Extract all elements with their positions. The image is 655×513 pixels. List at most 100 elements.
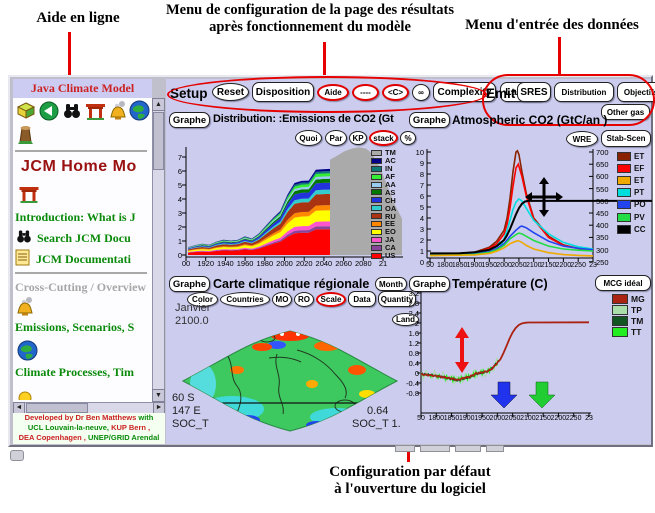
- map-year-label: 2100.0: [175, 315, 209, 327]
- emissions-title: Distribution: :Emissions de CO2 (Gt: [213, 113, 394, 125]
- other-gas-button[interactable]: Other gas: [601, 104, 650, 120]
- taskbar-fragment: [395, 445, 415, 452]
- dashes-button[interactable]: ----: [352, 84, 379, 101]
- co2-title: Atmospheric CO2 (GtC/an ): [452, 113, 608, 127]
- quantity-button[interactable]: Quantity: [378, 291, 416, 307]
- annotation-config-defaut-line2: à l'ouverture du logiciel: [334, 481, 486, 498]
- emissions-chart[interactable]: [168, 144, 410, 270]
- sidebar-item-climate-processes[interactable]: Climate Processes, Tim: [15, 365, 134, 379]
- stab-scen-button[interactable]: Stab-Scen: [601, 130, 651, 147]
- temp-title: Température (C): [452, 277, 548, 291]
- infinity-button[interactable]: ∞: [412, 84, 430, 101]
- emissions-area-TM: [330, 147, 402, 255]
- sidebar-divider-2: [15, 272, 147, 274]
- sidebar-item-search[interactable]: Search JCM Docu: [37, 231, 131, 245]
- graphe-button-co2[interactable]: Graphe: [409, 112, 450, 128]
- aide-button[interactable]: Aide: [317, 84, 349, 101]
- taskbar-fragment: [420, 445, 450, 452]
- sidebar-heading: JCM Home Mo: [21, 158, 137, 175]
- annotation-aide-en-ligne: Aide en ligne: [36, 10, 120, 26]
- mcg-ideal-button[interactable]: MCG idéal: [595, 275, 651, 291]
- complexity-button[interactable]: Complexity: [433, 82, 496, 102]
- sidebar-item-introduction[interactable]: Introduction: What is J: [15, 210, 136, 224]
- binoculars-icon[interactable]: [15, 228, 33, 245]
- tree-icon[interactable]: [16, 124, 35, 146]
- alarm-icon[interactable]: [15, 296, 35, 317]
- co2-chart[interactable]: [410, 144, 655, 272]
- alarm-icon[interactable]: [108, 100, 128, 121]
- blue-down-arrow[interactable]: [490, 381, 518, 409]
- temperature-chart[interactable]: [398, 288, 655, 428]
- color-button[interactable]: Color: [187, 292, 218, 307]
- data-button[interactable]: Data: [348, 291, 376, 307]
- map-latitude-label: 60 S: [172, 392, 195, 404]
- ro-button[interactable]: RO: [294, 292, 314, 307]
- setup-menu-label: Setup: [170, 86, 208, 101]
- map-value-label: 0.64: [367, 405, 389, 417]
- wre-button[interactable]: WRE: [566, 131, 598, 147]
- annotation-menu-entree: Menu d'entrée des données: [465, 17, 639, 33]
- scroll-icon[interactable]: [15, 249, 31, 266]
- home-cube-icon[interactable]: [16, 101, 36, 121]
- red-arrow-config-line: [323, 42, 326, 79]
- countries-button[interactable]: Countries: [220, 292, 270, 307]
- globe-icon[interactable]: [17, 340, 38, 361]
- sres-button[interactable]: SRES: [517, 82, 551, 102]
- co2-series-PO: [429, 225, 594, 256]
- desktop-icon-fragment: [10, 450, 24, 461]
- stack-button[interactable]: stack: [369, 130, 398, 146]
- scroll-up-icon[interactable]: ▲: [152, 98, 165, 111]
- graphe-button-map[interactable]: Graphe: [169, 276, 210, 292]
- percent-button[interactable]: %: [400, 131, 416, 145]
- sidebar-credits: Developed by Dr Ben Matthews with UCL Lou…: [13, 413, 165, 444]
- par-button[interactable]: Par: [325, 130, 347, 146]
- emit-menu-label: Emit: [486, 86, 516, 101]
- globe-icon[interactable]: [129, 100, 150, 121]
- disposition-button[interactable]: Disposition: [252, 82, 314, 102]
- hscroll-thumb[interactable]: [26, 403, 88, 413]
- co2-series-EF: [429, 162, 594, 256]
- scroll-down-icon[interactable]: ▼: [152, 389, 165, 402]
- month-button[interactable]: Month: [375, 277, 407, 291]
- map-title: Carte climatique régionale: [213, 277, 370, 291]
- map-month-label: Janvier: [175, 302, 211, 314]
- temp-legend: MG TP TM TT: [612, 293, 645, 337]
- graphe-button-temp[interactable]: Graphe: [409, 276, 450, 292]
- sun-icon[interactable]: [17, 386, 33, 400]
- binoculars-icon[interactable]: [62, 101, 82, 121]
- graphe-button-emissions[interactable]: Graphe: [169, 112, 210, 128]
- reset-button[interactable]: Reset: [212, 83, 249, 101]
- distribution-button[interactable]: Distribution: [554, 82, 614, 102]
- sidebar-item-documentation[interactable]: JCM Documentati: [36, 252, 131, 266]
- scale-button[interactable]: Scale: [316, 292, 346, 307]
- gate-icon[interactable]: [85, 101, 106, 121]
- vscroll-thumb[interactable]: [153, 112, 164, 170]
- annotation-menu-config: Menu de configuration de la page des rés…: [120, 2, 500, 35]
- taskbar-fragment: [455, 445, 481, 452]
- mo-button[interactable]: MO: [272, 292, 292, 307]
- land-button[interactable]: Land: [392, 313, 419, 326]
- pan-cursor-icon: [525, 192, 532, 202]
- green-down-arrow[interactable]: [528, 381, 556, 409]
- c-button[interactable]: <C>: [382, 84, 409, 101]
- kp-button[interactable]: KP: [349, 131, 367, 145]
- sidebar-item-crosscutting[interactable]: Cross-Cutting / Overview: [15, 280, 147, 294]
- climate-map[interactable]: [177, 324, 403, 438]
- co2-legend: ET EF ET PT PO PV CC: [617, 150, 646, 235]
- annotation-config-defaut-line1: Configuration par défaut: [329, 464, 491, 480]
- emissions-area-CH: [188, 182, 330, 250]
- quoi-button[interactable]: Quoi: [295, 130, 322, 146]
- emissions-area-CA: [188, 226, 330, 253]
- emissions-legend: TM AC IN AF AA AS CH OA RU EE EO JA CA US: [371, 148, 396, 260]
- sidebar-item-emissions[interactable]: Emissions, Scenarios, S: [15, 320, 135, 334]
- annotation-config-defaut: Configuration par défaut à l'ouverture d…: [300, 464, 520, 499]
- objectifs-button[interactable]: Objectifs: [617, 82, 655, 102]
- annotation-menu-config-line2: après fonctionnement du modèle: [209, 18, 411, 35]
- taskbar-fragment: [486, 445, 504, 452]
- emissions-area-EE: [188, 205, 330, 251]
- back-icon[interactable]: [39, 101, 59, 121]
- emissions-area-US: [188, 229, 330, 255]
- gate-icon[interactable]: [18, 184, 40, 204]
- emissions-area-JA: [188, 221, 330, 253]
